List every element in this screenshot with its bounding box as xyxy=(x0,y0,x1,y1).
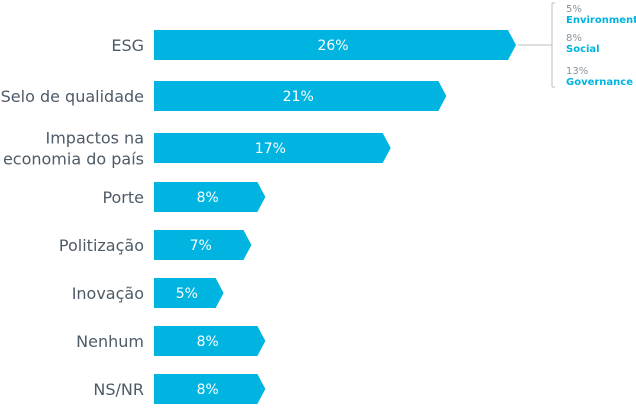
esg-breakdown: 5%Environmental 8%Social 13%Governance xyxy=(518,2,636,88)
value-label-ns-nr: 8% xyxy=(197,382,219,398)
value-label-porte: 8% xyxy=(197,190,219,206)
value-label-politizacao: 7% xyxy=(190,238,212,254)
value-label-inovacao: 5% xyxy=(176,286,198,302)
category-label-esg: ESG xyxy=(111,36,144,55)
category-label-politizacao: Politização xyxy=(59,236,144,255)
category-label-inovacao: Inovação xyxy=(72,284,144,303)
bar-ns-nr xyxy=(154,374,266,404)
bar-nenhum xyxy=(154,326,266,356)
value-label-selo-de-qualidade: 21% xyxy=(283,89,314,105)
bar-impactos-na-economia-do-pais xyxy=(154,133,391,163)
breakdown-pct-governance: 13% xyxy=(566,66,588,77)
category-label-impactos-na-economia-do-pais-line-2: economia do país xyxy=(3,150,144,169)
category-label-impactos-na-economia-do-pais-line-1: Impactos na xyxy=(46,129,145,148)
bar-porte xyxy=(154,182,266,212)
bar-politizacao xyxy=(154,230,252,260)
value-label-impactos-na-economia-do-pais: 17% xyxy=(255,141,286,157)
value-label-nenhum: 8% xyxy=(197,334,219,350)
breakdown-name-environmental: Environmental xyxy=(566,15,636,26)
category-label-porte: Porte xyxy=(102,188,144,207)
bar-esg xyxy=(154,30,516,60)
breakdown-pct-environmental: 5% xyxy=(566,4,582,15)
category-label-selo-de-qualidade: Selo de qualidade xyxy=(1,87,144,106)
category-label-ns-nr: NS/NR xyxy=(93,380,144,399)
breakdown-bracket xyxy=(518,2,555,88)
value-label-esg: 26% xyxy=(317,38,348,54)
breakdown-pct-social: 8% xyxy=(566,33,582,44)
category-label-nenhum: Nenhum xyxy=(76,332,144,351)
bar-inovacao xyxy=(154,278,224,308)
breakdown-name-social: Social xyxy=(566,44,600,55)
breakdown-name-governance: Governance xyxy=(566,77,633,88)
category-labels-layer: ESG Selo de qualidade Impactos na economia … xyxy=(1,36,144,399)
bars-layer: 26% 21% 17% 8% 7% 5% 8% 8% xyxy=(154,30,516,404)
bar-selo-de-qualidade xyxy=(154,81,447,111)
